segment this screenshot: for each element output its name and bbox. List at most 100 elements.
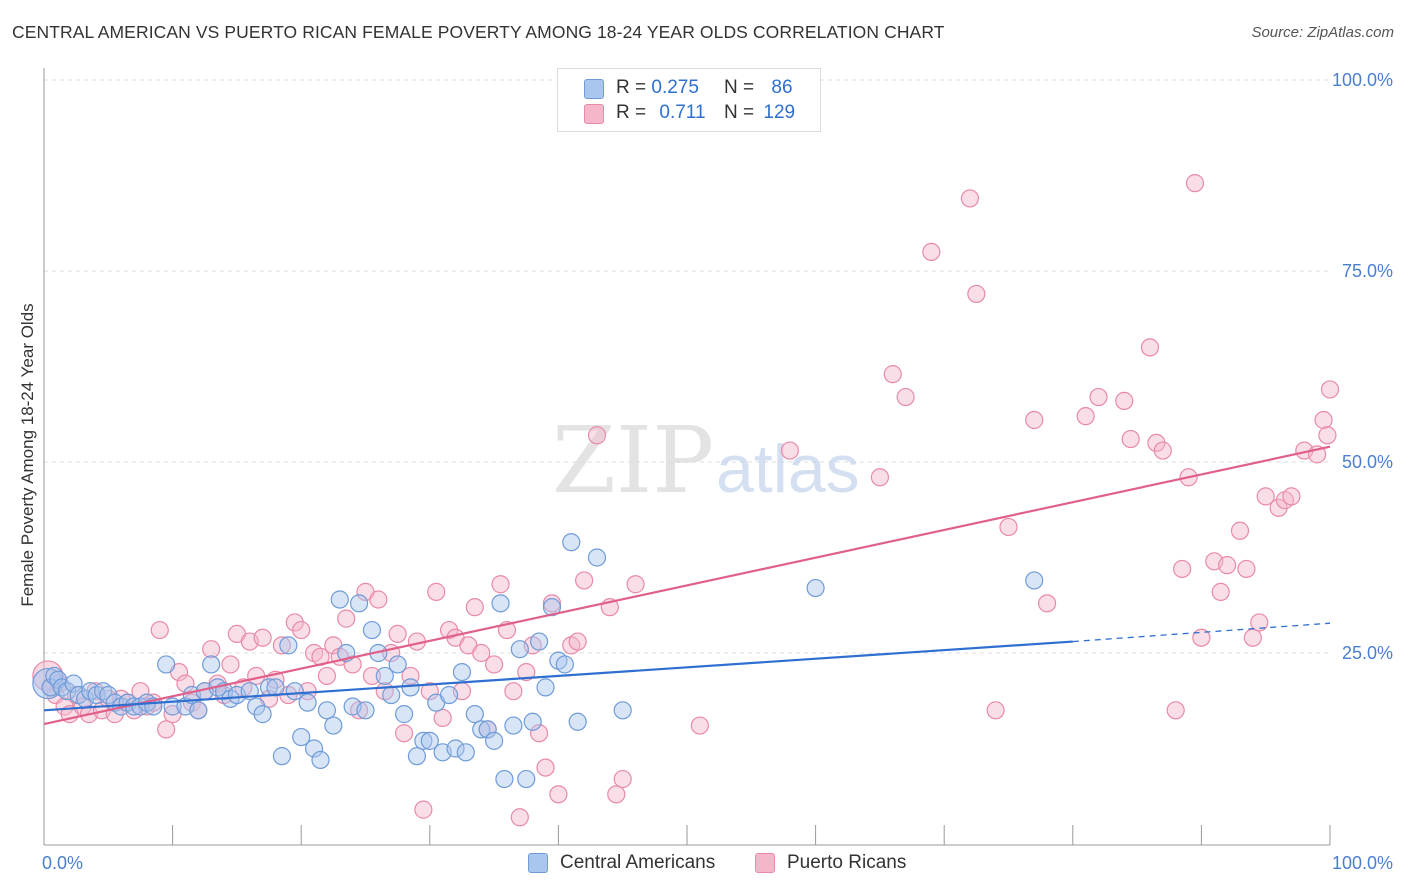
grid-lines (44, 79, 1330, 654)
scatter-point (1243, 628, 1262, 647)
scatter-point (375, 666, 394, 686)
scatter-point (607, 785, 626, 804)
scatter-point (202, 655, 221, 674)
axes (43, 68, 1331, 846)
scatter-point (1318, 426, 1337, 445)
scatter-point (530, 724, 549, 743)
scatter-point (356, 701, 375, 720)
source-label: Source: ZipAtlas.com (1251, 24, 1394, 41)
scatter-point (157, 720, 176, 739)
scatter-point (439, 685, 459, 705)
scatter-point (285, 682, 304, 701)
scatter-point (1115, 391, 1134, 410)
scatter-point (465, 598, 484, 617)
scatter-point (504, 716, 523, 735)
scatter-point (407, 747, 427, 766)
scatter-point (349, 594, 369, 613)
x-tick-label-max: 100.0% (1332, 853, 1393, 873)
y-tick-label: 50.0% (1342, 452, 1393, 472)
scatter-point (568, 632, 587, 651)
trend-line-puerto-ricans (43, 445, 1331, 726)
scatter-point (1320, 380, 1340, 399)
scatter-point (806, 578, 825, 598)
scatter-point (1269, 498, 1288, 517)
scatter-point (382, 685, 401, 705)
scatter-point (427, 582, 446, 601)
scatter-point (343, 655, 362, 674)
scatter-point (394, 705, 414, 724)
scatter-point (189, 701, 208, 720)
bottom-legend-swatch-pink (755, 853, 775, 873)
scatter-point (1089, 387, 1108, 407)
stats-legend: R = 0.275 N = 86 R = 0.711 N = 129 (557, 68, 821, 132)
legend-r-value: 0.275 (651, 77, 699, 98)
watermark-zip: ZIP (552, 407, 714, 514)
scatter-point (530, 632, 549, 651)
legend-swatch-pink (584, 104, 604, 124)
scatter-point (1211, 582, 1230, 601)
bottom-legend-swatch-blue (528, 853, 548, 873)
scatter-point (433, 708, 452, 728)
scatter-point (960, 189, 980, 208)
scatter-point (1147, 433, 1166, 452)
scatter-point (491, 575, 510, 594)
scatter-point (690, 716, 709, 735)
scatter-point (626, 575, 645, 594)
trend-line-extension (1072, 622, 1331, 643)
scatter-point (1218, 556, 1237, 575)
scatter-point (568, 712, 587, 731)
legend-r-value: 0.711 (659, 102, 706, 123)
scatter-point (446, 739, 465, 758)
y-tick-label: 75.0% (1342, 261, 1393, 281)
scatter-point (542, 594, 562, 613)
scatter-point (311, 750, 330, 770)
scatter-point (549, 785, 568, 804)
scatter-point (485, 655, 504, 674)
scatter-point (495, 769, 514, 789)
scatter-point (870, 468, 890, 487)
scatter-point (452, 662, 472, 682)
trend-line-central-americans (43, 640, 1073, 712)
trend-lines (43, 445, 1331, 726)
scatter-point (575, 571, 594, 590)
scatter-point (1185, 174, 1205, 193)
scatter-point (613, 701, 632, 720)
central-american-points (32, 533, 1044, 789)
scatter-point (272, 747, 292, 766)
scatter-point (1282, 487, 1301, 506)
scatter-point (1076, 407, 1095, 426)
scatter-point (414, 731, 433, 750)
scatter-point (1237, 559, 1256, 579)
scatter-point (896, 387, 915, 407)
scatter-point (523, 712, 542, 731)
x-tick-label-min: 0.0% (42, 853, 83, 873)
scatter-point (362, 666, 382, 686)
scatter-point (1192, 628, 1211, 647)
scatter-point (337, 609, 356, 628)
scatter-point (131, 682, 150, 701)
scatter-point (369, 590, 388, 609)
scatter-point (1121, 429, 1140, 449)
y-tick-label: 100.0% (1332, 70, 1393, 90)
scatter-point (304, 739, 324, 758)
watermark: ZIP atlas (552, 407, 860, 514)
scatter-point (517, 769, 536, 789)
bottom-legend-label: Puerto Ricans (787, 852, 907, 873)
scatter-point (221, 655, 240, 674)
chart-title: CENTRAL AMERICAN VS PUERTO RICAN FEMALE … (12, 22, 945, 42)
tick-labels: 25.0% 50.0% 75.0% 100.0% 0.0% 100.0% (42, 70, 1393, 873)
watermark-atlas: atlas (716, 431, 860, 507)
scatter-point (99, 685, 118, 705)
scatter-point (780, 441, 799, 460)
scatter-point (253, 628, 272, 647)
scatter-point (253, 705, 272, 724)
scatter-point (485, 731, 504, 750)
scatter-point (883, 365, 902, 384)
scatter-point (176, 674, 195, 693)
scatter-point (317, 701, 337, 720)
legend-swatch-blue (584, 79, 604, 99)
scatter-point (478, 720, 497, 739)
scatter-point (298, 693, 317, 712)
scatter-point (1230, 521, 1250, 540)
